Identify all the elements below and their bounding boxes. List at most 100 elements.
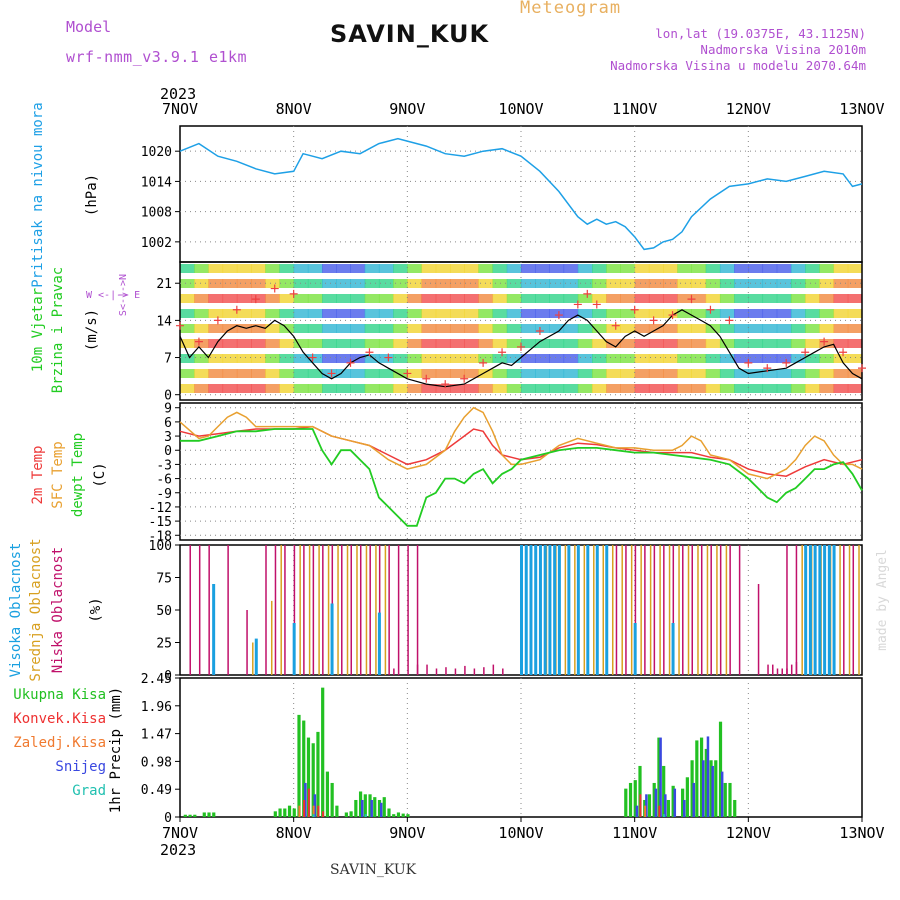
wind-barb-band (606, 264, 621, 273)
bar-clouds (388, 545, 390, 675)
wind-barb-band (734, 354, 749, 363)
wind-barb-band (634, 339, 650, 348)
panel-ylabel: Brzina i Pravac (50, 267, 66, 393)
compass-label: W <-|-> E (86, 290, 140, 301)
wind-barb-band (535, 294, 550, 303)
y-tick-label: -9 (156, 487, 172, 502)
bar-clouds (384, 545, 387, 675)
wind-barb-band (378, 324, 394, 333)
wind-barb-band (549, 384, 565, 393)
wind-barb-band (592, 309, 607, 318)
panel-ylabel: 1hr Precip (mm) (108, 687, 124, 813)
bar-precip (711, 765, 714, 817)
bar-clouds (634, 545, 637, 675)
wind-barb-band (222, 354, 238, 363)
bar-clouds (502, 668, 504, 675)
wind-barb-band (265, 294, 280, 303)
bar-precip (396, 812, 401, 817)
wind-barb-band (577, 294, 593, 303)
wind-barb-band (464, 339, 479, 348)
wind-barb-band (606, 354, 621, 363)
gust-marker (763, 364, 772, 373)
wind-barb-band (407, 369, 423, 378)
model-value: wrf-nmm_v3.9.1 e1km (66, 48, 248, 66)
wind-barb-band (208, 354, 224, 363)
wind-barb-band (407, 279, 423, 288)
panel-ylabel: Pritisak na nivou mora (30, 102, 46, 287)
wind-barb-band (464, 324, 479, 333)
bar-clouds (520, 545, 523, 675)
wind-barb-band (847, 384, 863, 393)
gust-marker (346, 358, 355, 367)
bar-precip (695, 740, 699, 817)
wind-barb-band (705, 354, 721, 363)
wind-barb-band (236, 264, 252, 273)
x-tick-label-top: 9NOV (389, 100, 425, 118)
wind-barb-band (691, 369, 707, 378)
wind-barb-band (592, 354, 607, 363)
wind-barb-band (336, 264, 351, 273)
wind-barb-band (378, 309, 394, 318)
bar-clouds (365, 545, 368, 675)
wind-barb-band (407, 354, 423, 363)
y-tick-label: 0 (164, 669, 172, 684)
bar-clouds (312, 545, 315, 675)
bar-clouds (767, 664, 769, 675)
bar-clouds (818, 545, 822, 675)
wind-barb-band (521, 279, 536, 288)
wind-barb-band (208, 264, 224, 273)
gust-marker (479, 358, 488, 367)
wind-barb-band (563, 369, 579, 378)
wind-barb-band (620, 294, 636, 303)
wind-barb-band (634, 279, 650, 288)
wind-barb-band (194, 369, 209, 378)
bar-precip (303, 799, 306, 817)
wind-barb-band (819, 384, 835, 393)
wind-barb-band (734, 279, 749, 288)
bar-clouds (393, 668, 395, 675)
wind-barb-band (577, 324, 593, 333)
y-tick-label: -18 (149, 529, 172, 544)
panel-ylabel: (m/s) (84, 309, 100, 351)
wind-barb-band (620, 279, 636, 288)
wind-barb-band (819, 339, 835, 348)
wind-barb-band (549, 279, 565, 288)
bar-clouds (378, 545, 381, 675)
bar-precip (690, 760, 694, 817)
gust-marker (573, 300, 582, 309)
bar-clouds (700, 545, 703, 675)
wind-barb-band (819, 354, 835, 363)
wind-barb-band (435, 279, 451, 288)
wind-barb-band (606, 294, 621, 303)
wind-barb-band (549, 294, 565, 303)
wind-barb-band (449, 324, 465, 333)
bar-precip (317, 805, 320, 817)
wind-barb-band (464, 309, 479, 318)
wind-barb-band (194, 294, 209, 303)
wind-barb-band (762, 354, 778, 363)
wind-barb-band (449, 384, 465, 393)
bar-clouds (583, 545, 586, 675)
wind-barb-band (805, 264, 820, 273)
wind-barb-band (577, 339, 593, 348)
wind-barb-band (805, 309, 820, 318)
wind-barb-band (506, 264, 522, 273)
wind-barb-band (222, 294, 238, 303)
gust-marker (687, 295, 696, 304)
wind-barb-band (535, 324, 550, 333)
x-tick-label-top: 7NOV (162, 100, 198, 118)
wind-barb-band (677, 384, 692, 393)
wind-barb-band (478, 324, 494, 333)
wind-barb-band (592, 369, 607, 378)
wind-barb-band (549, 354, 565, 363)
elevation-label: Nadmorska Visina 2010m (700, 42, 866, 57)
wind-barb-band (833, 369, 849, 378)
wind-barb-band (606, 324, 621, 333)
bar-clouds (757, 584, 760, 675)
bar-clouds (284, 545, 286, 675)
wind-barb-band (805, 339, 820, 348)
wind-barb-band (790, 264, 806, 273)
x-year-top: 2023 (160, 85, 196, 103)
wind-barb-band (506, 339, 522, 348)
wind-barb-band (677, 264, 692, 273)
